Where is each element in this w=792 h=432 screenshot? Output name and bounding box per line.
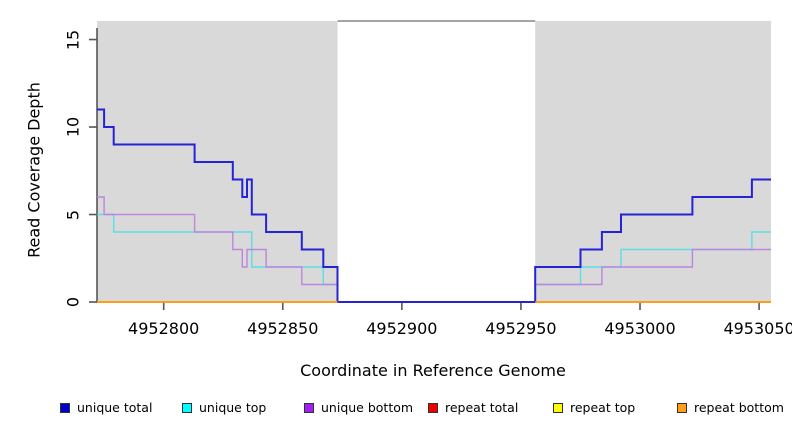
- legend-swatch-unique-top: [182, 403, 192, 413]
- legend-item-unique-top: unique top: [182, 401, 266, 415]
- y-tick-label: 10: [63, 116, 83, 138]
- x-tick-label: 4952900: [366, 319, 438, 338]
- legend-swatch-unique-total: [60, 403, 70, 413]
- series-line-unique-total: [97, 108, 771, 303]
- shaded-region-1: [535, 21, 771, 302]
- legend-item-repeat-top: repeat top: [553, 401, 635, 415]
- x-tick-label: 4952800: [128, 319, 200, 338]
- legend-item-unique-bottom: unique bottom: [304, 401, 413, 415]
- legend-swatch-repeat-bottom: [677, 403, 687, 413]
- legend-label: unique top: [199, 400, 267, 415]
- x-tick-label: 4953000: [604, 319, 676, 338]
- legend-swatch-repeat-total: [428, 403, 438, 413]
- y-tick-label: 5: [63, 209, 83, 220]
- y-tick-label: 15: [63, 29, 83, 50]
- x-axis-title: Coordinate in Reference Genome: [300, 361, 566, 380]
- legend-swatch-repeat-top: [553, 403, 563, 413]
- legend-item-repeat-total: repeat total: [428, 401, 518, 415]
- x-tick-label: 4952850: [247, 319, 319, 338]
- legend-item-repeat-bottom: repeat bottom: [677, 401, 784, 415]
- gap-top-border: [337, 20, 536, 22]
- legend-label: unique total: [77, 400, 153, 415]
- legend-item-unique-total: unique total: [60, 401, 152, 415]
- y-tick-label: 0: [63, 296, 83, 308]
- legend-label: unique bottom: [321, 400, 414, 415]
- legend-label: repeat total: [445, 400, 519, 415]
- x-tick-label: 4953050: [723, 319, 792, 338]
- legend-swatch-unique-bottom: [304, 403, 314, 413]
- legend-label: repeat bottom: [694, 400, 784, 415]
- y-axis-title: Read Coverage Depth: [24, 82, 44, 258]
- series-line-unique-bottom: [97, 196, 771, 303]
- legend-label: repeat top: [570, 400, 636, 415]
- x-tick-label: 4952950: [485, 319, 557, 338]
